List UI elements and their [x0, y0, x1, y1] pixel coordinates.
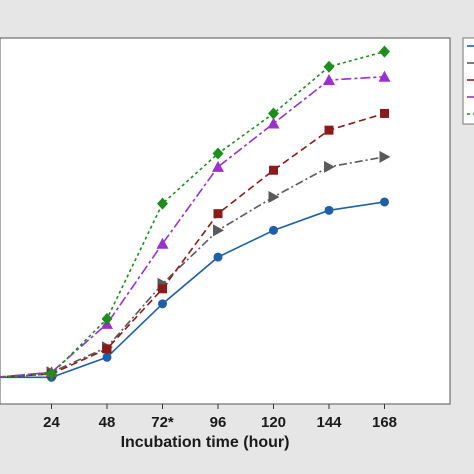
data-point-marker [102, 344, 112, 354]
plot-area [0, 37, 451, 405]
data-point-marker [157, 197, 168, 210]
series-line [0, 156, 385, 378]
data-point-marker [324, 160, 335, 173]
series-line [0, 50, 385, 378]
data-point-marker [213, 209, 223, 219]
data-point-marker [268, 190, 280, 203]
legend-box [462, 37, 474, 125]
data-point-marker [268, 107, 279, 120]
legend-entries [467, 45, 474, 115]
data-point-marker [158, 299, 167, 309]
data-point-marker [158, 284, 167, 294]
data-point-marker [212, 160, 224, 172]
data-point-marker [380, 108, 389, 118]
x-tick-label: 168 [372, 414, 397, 431]
data-point-marker [156, 237, 169, 249]
series-5 [0, 45, 390, 380]
data-point-marker [379, 45, 390, 58]
x-tick-label: 96 [210, 414, 227, 431]
x-axis-ticks: 24 48 72* 96 120 144 168 [43, 404, 397, 431]
data-point-marker [212, 147, 224, 160]
data-point-marker [380, 197, 389, 207]
data-point-marker [379, 150, 391, 163]
data-point-marker [323, 60, 335, 73]
x-tick-label: 48 [99, 414, 116, 431]
data-point-marker [269, 225, 278, 235]
x-tick-label: 24 [43, 414, 60, 431]
x-tick-label: 72* [151, 414, 174, 431]
data-point-marker [324, 205, 334, 215]
data-point-marker [323, 74, 335, 86]
data-point-marker [269, 165, 278, 175]
series-line [0, 75, 385, 378]
x-tick-label: 120 [261, 414, 286, 431]
data-point-marker [378, 70, 391, 82]
data-point-marker [324, 125, 334, 135]
data-point-marker [267, 117, 280, 129]
data-point-marker [213, 252, 223, 262]
series-line [0, 201, 385, 379]
series-line [0, 112, 385, 378]
x-tick-label: 144 [316, 414, 342, 431]
data-point-marker [102, 352, 112, 362]
x-axis-title: Incubation time (hour) [121, 434, 290, 451]
data-point-marker [213, 224, 224, 237]
data-point-marker [46, 367, 57, 380]
data-point-marker [101, 312, 113, 325]
series-group [0, 45, 391, 382]
